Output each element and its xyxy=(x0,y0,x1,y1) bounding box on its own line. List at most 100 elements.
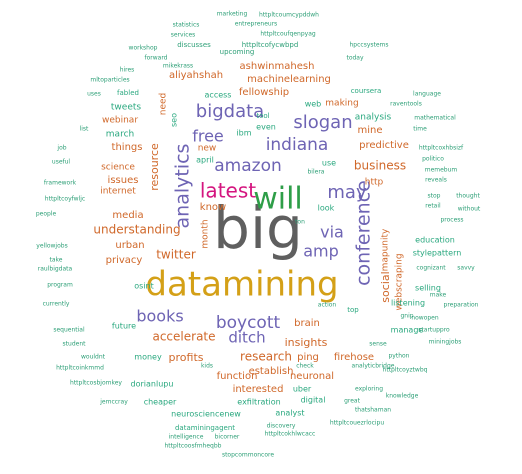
word-things: things xyxy=(112,142,143,153)
word-interested: interested xyxy=(233,384,284,395)
word-time: time xyxy=(413,126,427,133)
word-amazon: amazon xyxy=(214,156,282,176)
word-resource: resource xyxy=(148,143,161,191)
word-currently: currently xyxy=(43,301,70,308)
word-media: media xyxy=(112,210,143,221)
word-raventools: raventools xyxy=(390,101,422,108)
word-boycott: boycott xyxy=(216,313,281,333)
word-python: python xyxy=(389,353,410,360)
word-great: great xyxy=(344,398,361,405)
word-httpltcosbjomkey: httpltcosbjomkey xyxy=(70,380,122,387)
word-top: top xyxy=(347,306,359,314)
word-ton: ton xyxy=(295,219,305,226)
word-brain: brain xyxy=(294,318,320,329)
word-job: job xyxy=(56,145,66,152)
word-http: http xyxy=(365,178,384,188)
word-retail: retail xyxy=(425,203,441,210)
word-internet: internet xyxy=(100,187,136,197)
word-issues: issues xyxy=(108,175,139,186)
word-politico: politico xyxy=(422,156,444,163)
word-httpltcoosfmheqbb: httpltcoosfmheqbb xyxy=(165,443,222,450)
word-knowledge: knowledge xyxy=(386,393,419,400)
word-access: access xyxy=(205,91,232,100)
word-httpltcokhlwcacc: httpltcokhlwcacc xyxy=(265,431,316,438)
word-science: science xyxy=(101,163,135,173)
word-ditch: ditch xyxy=(228,329,265,347)
word-intelligence: intelligence xyxy=(169,434,204,441)
word-business: business xyxy=(354,159,406,173)
word-via: via xyxy=(320,223,344,242)
word-may: may xyxy=(327,182,367,203)
word-analyst: analyst xyxy=(275,409,304,418)
word-big: big xyxy=(213,194,303,262)
word-ping: ping xyxy=(297,352,319,363)
word-raulbigdata: raulbigdata xyxy=(38,266,73,273)
word-slogan: slogan xyxy=(293,112,352,133)
word-forward: forward xyxy=(144,55,167,62)
word-analytics: analytics xyxy=(172,144,194,229)
word-function: function xyxy=(217,371,258,382)
word-mikekrass: mikekrass xyxy=(163,63,193,70)
word-marketing: marketing xyxy=(217,11,248,18)
word-sequential: sequential xyxy=(53,327,85,334)
word-firehose: firehose xyxy=(334,352,374,363)
word-books: books xyxy=(136,307,183,326)
word-workshop: workshop xyxy=(129,45,158,52)
word-osint: osint xyxy=(134,282,154,291)
word-memebum: memebum xyxy=(425,167,458,174)
word-datamining: datamining xyxy=(145,265,338,305)
word-httpltcoumcypddwh: httpltcoumcypddwh xyxy=(259,12,319,19)
word-httpltcoinkmmd: httpltcoinkmmd xyxy=(56,365,104,372)
word-miningjobs: miningjobs xyxy=(429,339,462,346)
word-ashwinmahesh: ashwinmahesh xyxy=(240,61,315,72)
word-nowopen: nowopen xyxy=(411,315,439,322)
word-httpltcouezrlocipu: httpltcouezrlocipu xyxy=(330,420,385,427)
word-april: april xyxy=(196,156,214,165)
word-profits: profits xyxy=(169,351,204,364)
word-reveals: reveals xyxy=(425,177,447,184)
word-sense: sense xyxy=(369,341,387,348)
word-education: education xyxy=(415,236,455,245)
word-twitter: twitter xyxy=(156,248,196,262)
word-hires: hires xyxy=(120,67,135,74)
word-new: new xyxy=(198,144,217,154)
word-dataminingagent: dataminingagent xyxy=(175,424,235,432)
word-machinelearning: machinelearning xyxy=(247,74,331,85)
word-making: making xyxy=(325,99,358,109)
word-bicorner: bicorner xyxy=(215,434,240,441)
word-analyticbridge: analyticbridge xyxy=(352,363,395,370)
word-cognizant: cognizant xyxy=(416,265,446,272)
word-language: language xyxy=(413,91,441,98)
word-fabled: fabled xyxy=(117,89,139,97)
word-useful: useful xyxy=(52,159,71,166)
word-tool: tool xyxy=(256,112,269,120)
word-list: list xyxy=(80,126,89,133)
word-student: student xyxy=(63,341,87,348)
word-dorianlupu: dorianlupu xyxy=(131,380,174,389)
word-tweets: tweets xyxy=(111,103,141,113)
word-understanding: understanding xyxy=(93,223,180,237)
word-stop: stop xyxy=(428,193,441,200)
word-month: month xyxy=(201,219,211,248)
word-cheaper: cheaper xyxy=(144,398,177,407)
word-framework: framework xyxy=(44,180,77,187)
word-upcoming: upcoming xyxy=(220,48,255,56)
word-wouldnt: wouldnt xyxy=(81,354,106,361)
word-mine: mine xyxy=(357,125,382,136)
word-listening: listening xyxy=(391,299,425,308)
word-research: research xyxy=(240,350,292,364)
word-analysis: analysis xyxy=(355,113,392,123)
word-httpltcoyfwljc: httpltcoyfwljc xyxy=(45,196,85,203)
word-gnip: gnip xyxy=(400,313,413,320)
word-make: make xyxy=(430,292,447,299)
word-bigdata: bigdata xyxy=(196,101,264,122)
word-fellowship: fellowship xyxy=(239,87,289,98)
word-webscraping: webscraping xyxy=(395,253,405,310)
word-web: web xyxy=(305,100,322,109)
word-jemccray: jemccray xyxy=(99,399,128,406)
word-conference: conference xyxy=(353,180,375,286)
word-know: know xyxy=(200,202,226,213)
word-discovery: discovery xyxy=(267,423,296,430)
word-without: without xyxy=(458,206,481,213)
